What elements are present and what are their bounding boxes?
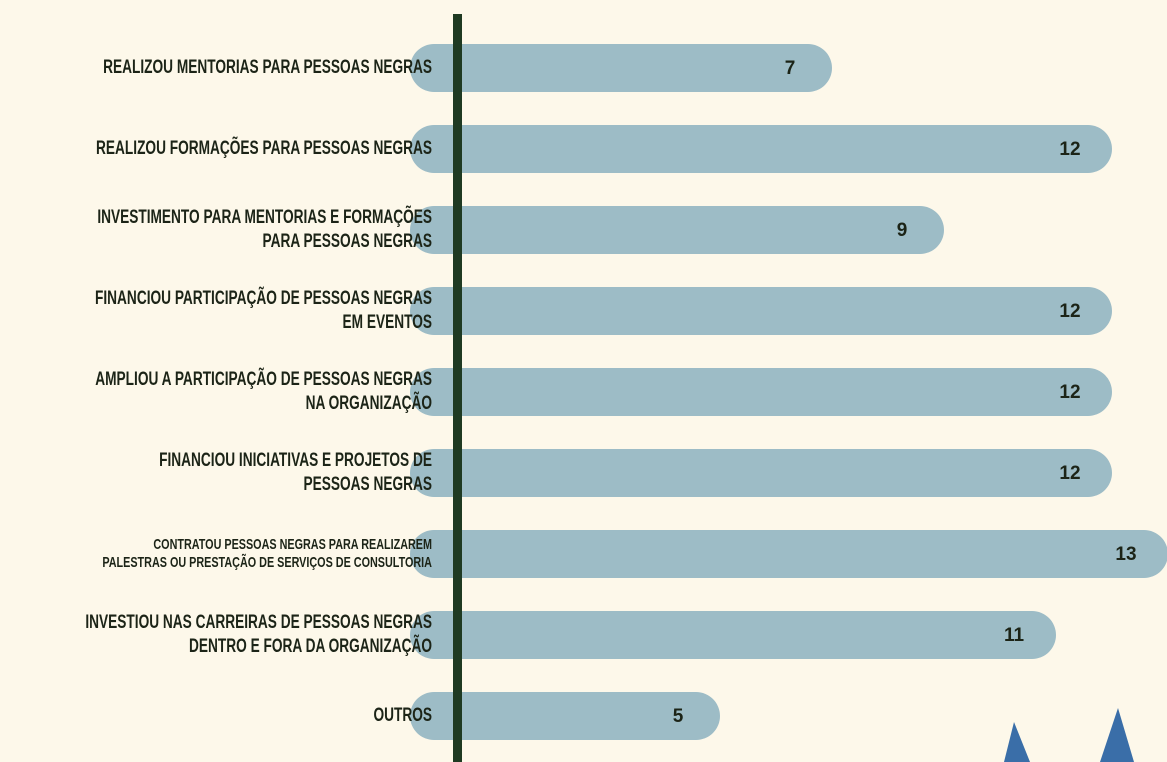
y-tick-label: AMPLIOU A PARTICIPAÇÃO DE PESSOAS NEGRAS… [95, 368, 432, 414]
bar [410, 449, 1112, 497]
bar [410, 368, 1112, 416]
y-tick-label: INVESTIMENTO PARA MENTORIAS E FORMAÇÕES P… [97, 206, 432, 252]
value-label: 5 [673, 706, 684, 727]
bar [410, 530, 1167, 578]
y-tick-label: CONTRATOU PESSOAS NEGRAS PARA REALIZAREM… [102, 536, 432, 571]
value-label: 13 [1115, 544, 1136, 565]
y-tick-label: REALIZOU FORMAÇÕES PARA PESSOAS NEGRAS [96, 137, 432, 159]
value-label: 12 [1059, 301, 1080, 322]
axis-line [453, 14, 462, 762]
bar [410, 125, 1112, 173]
bar [410, 206, 944, 254]
y-tick-label: OUTROS [373, 705, 432, 726]
value-label: 7 [785, 58, 796, 79]
decoration [1100, 708, 1134, 762]
decoration [1004, 722, 1030, 762]
bar [410, 44, 832, 92]
value-label: 12 [1059, 463, 1080, 484]
y-tick-label: FINANCIOU INICIATIVAS E PROJETOS DE PESSO… [159, 450, 432, 495]
bars [410, 44, 1167, 740]
y-tick-label: REALIZOU MENTORIAS PARA PESSOAS NEGRAS [103, 57, 432, 78]
value-label: 12 [1059, 382, 1080, 403]
y-tick-label: FINANCIOU PARTICIPAÇÃO DE PESSOAS NEGRAS… [95, 287, 432, 333]
value-label: 12 [1059, 139, 1080, 160]
bar [410, 692, 720, 740]
value-label: 11 [1004, 625, 1025, 646]
bar [410, 287, 1112, 335]
value-label: 9 [897, 220, 908, 241]
y-tick-label: INVESTIOU NAS CARREIRAS DE PESSOAS NEGRA… [85, 612, 432, 657]
bar [410, 611, 1056, 659]
